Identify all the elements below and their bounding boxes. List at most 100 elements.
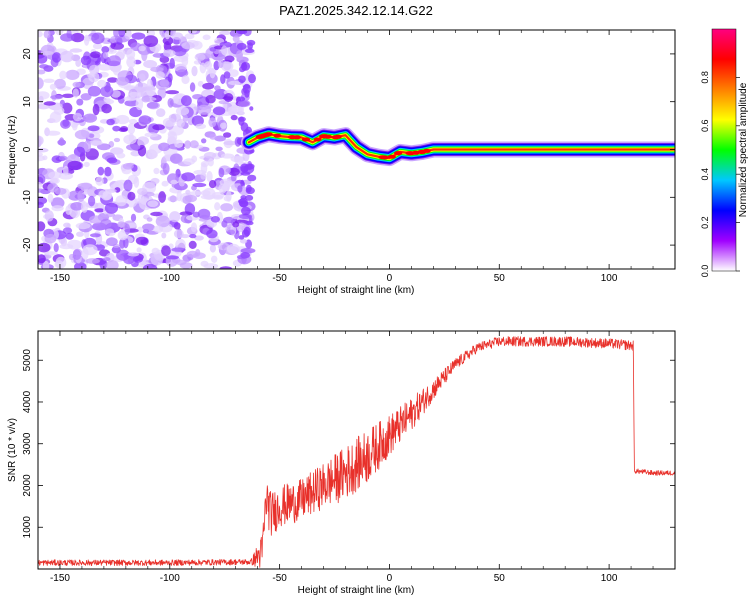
noise-blob	[194, 53, 206, 61]
noise-blob-edge	[249, 106, 254, 111]
noise-blob	[211, 255, 218, 263]
noise-blob	[60, 33, 75, 42]
noise-blob	[124, 223, 131, 235]
noise-blob	[195, 249, 201, 257]
noise-blob	[47, 193, 54, 203]
noise-blob	[72, 249, 82, 261]
signal-spot	[387, 154, 396, 159]
noise-blob	[128, 91, 140, 98]
noise-blob	[55, 30, 64, 36]
noise-blob	[205, 94, 216, 104]
noise-blob	[38, 77, 44, 90]
noise-blob	[175, 93, 183, 100]
spectrogram-y-axis: -20 -10 0 10 20	[22, 48, 675, 252]
noise-blob	[176, 189, 182, 202]
y-tick-label: 3000	[22, 432, 33, 455]
noise-blob	[172, 32, 184, 40]
noise-blob	[60, 50, 74, 63]
noise-blob	[44, 210, 54, 222]
noise-blob	[43, 30, 51, 39]
noise-blob-edge	[246, 39, 256, 46]
noise-blob-edge	[245, 163, 255, 170]
noise-blob	[72, 121, 78, 131]
noise-blob	[81, 201, 88, 213]
noise-blob	[144, 132, 159, 138]
noise-blob	[107, 77, 118, 83]
noise-blob	[106, 157, 118, 164]
noise-blob	[123, 179, 133, 192]
noise-blob	[113, 137, 121, 143]
noise-blob	[200, 161, 209, 168]
noise-blob	[53, 106, 65, 116]
noise-blob	[155, 71, 165, 79]
noise-blob	[49, 83, 57, 90]
noise-blob	[192, 211, 200, 218]
noise-blob	[120, 126, 128, 132]
noise-blob	[237, 185, 243, 193]
noise-blob	[133, 256, 143, 263]
noise-blob-edge	[240, 122, 249, 132]
noise-blob	[224, 55, 235, 63]
signal-spot	[293, 135, 301, 140]
noise-blob-edge	[236, 30, 246, 35]
noise-blob	[130, 213, 137, 222]
noise-blob	[162, 163, 170, 175]
noise-blob	[70, 202, 84, 211]
noise-blob	[219, 178, 233, 187]
noise-blob	[200, 194, 215, 200]
noise-blob	[127, 122, 136, 135]
noise-blob	[147, 150, 158, 159]
x-tick-label: -50	[272, 273, 287, 284]
noise-blob-edge	[245, 220, 254, 226]
noise-blob-edge	[240, 179, 245, 187]
colorbar-gradient	[712, 29, 736, 271]
noise-blob	[51, 205, 64, 212]
spectrogram-x-axis: -150 -100 -50 0 50 100	[37, 30, 676, 284]
noise-blob	[97, 166, 105, 176]
noise-blob	[88, 64, 100, 75]
noise-blob	[102, 51, 109, 59]
noise-blob	[112, 125, 121, 132]
noise-blob	[104, 202, 118, 214]
signal-spot	[259, 133, 268, 138]
x-tick-label: 100	[601, 273, 618, 284]
noise-blob	[73, 146, 86, 157]
noise-blob	[133, 176, 140, 188]
noise-blob	[85, 258, 100, 264]
noise-blob	[150, 253, 164, 266]
colorbar-tick-label: 0.0	[700, 265, 710, 278]
noise-blob	[58, 172, 74, 180]
noise-blob	[200, 260, 209, 267]
spectrogram-signal	[240, 126, 675, 167]
noise-blob	[219, 30, 231, 36]
x-tick-label: 0	[387, 273, 393, 284]
noise-blob-edge	[236, 42, 247, 50]
noise-blob	[151, 247, 160, 255]
noise-blob	[175, 259, 187, 266]
noise-blob	[189, 140, 199, 149]
noise-blob	[89, 215, 104, 224]
signal-spot	[320, 134, 328, 139]
noise-blob	[117, 49, 126, 58]
noise-blob	[77, 182, 93, 190]
noise-blob	[126, 144, 141, 151]
signal-spot	[333, 134, 342, 139]
noise-blob	[44, 251, 58, 256]
noise-blob	[158, 142, 170, 152]
y-tick-label: -20	[22, 237, 33, 252]
noise-blob	[209, 68, 216, 79]
noise-blob	[239, 239, 248, 244]
figure-title: PAZ1.2025.342.12.14.G22	[279, 3, 433, 18]
noise-blob	[196, 104, 212, 115]
noise-blob	[202, 82, 215, 90]
noise-blob-edge	[248, 73, 256, 84]
noise-blob	[237, 100, 251, 108]
noise-blob	[135, 236, 148, 245]
noise-blob	[184, 33, 195, 40]
noise-blob	[228, 80, 241, 86]
noise-blob	[113, 30, 119, 38]
colorbar-tick-label: 0.6	[700, 120, 710, 133]
noise-blob	[181, 41, 195, 50]
noise-blob	[172, 47, 187, 57]
